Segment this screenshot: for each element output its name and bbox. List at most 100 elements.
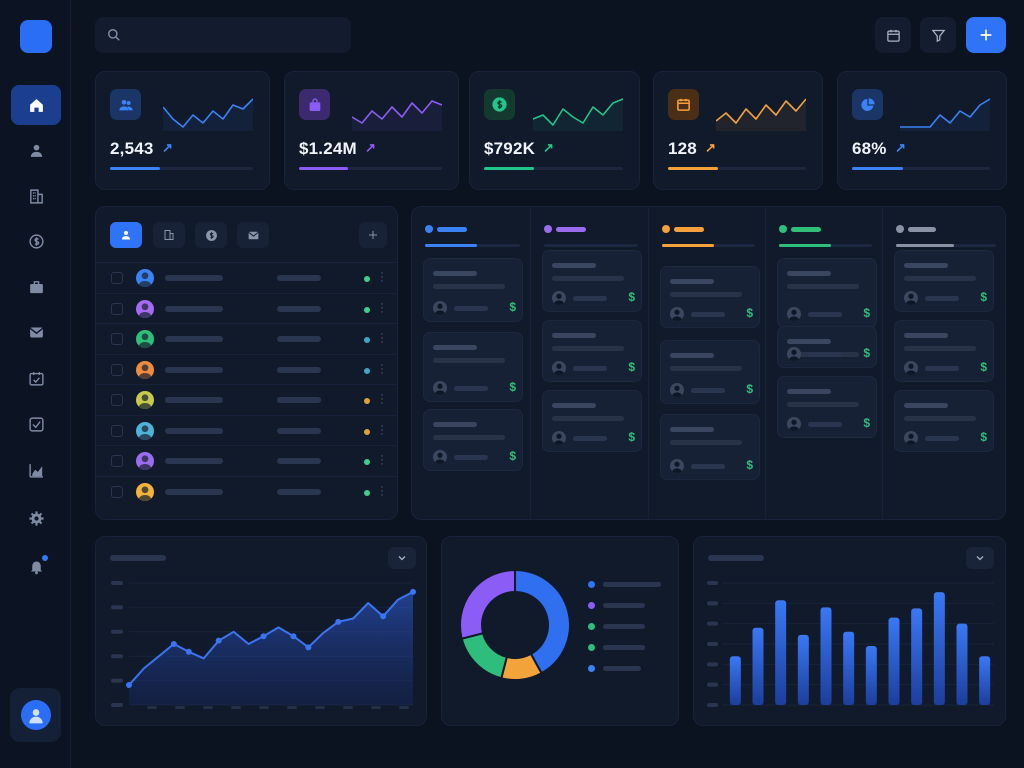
row-menu-icon[interactable]: · · ·: [380, 419, 384, 440]
add-button[interactable]: [966, 17, 1006, 53]
tab-users[interactable]: [110, 222, 142, 248]
tab-messages[interactable]: [237, 222, 269, 248]
table-row[interactable]: · · ·: [96, 262, 398, 292]
sidebar-item-tasks[interactable]: [11, 404, 61, 444]
kanban-card[interactable]: $: [423, 258, 523, 322]
add-row-button[interactable]: [359, 222, 387, 248]
plus-icon: [369, 231, 377, 239]
row-menu-icon[interactable]: · · ·: [380, 389, 384, 409]
row-checkbox[interactable]: [111, 272, 123, 284]
kanban-card[interactable]: $: [423, 332, 523, 402]
kanban-card[interactable]: $: [777, 258, 877, 328]
chart-range-dropdown[interactable]: [966, 547, 994, 569]
sidebar-item-analytics[interactable]: [11, 450, 61, 490]
table-row[interactable]: · · ·: [96, 445, 398, 475]
row-checkbox[interactable]: [111, 424, 123, 437]
tab-companies[interactable]: [153, 222, 185, 248]
filter-button[interactable]: [920, 17, 956, 53]
sidebar-item-projects[interactable]: [11, 267, 61, 307]
status-dot: [364, 428, 370, 435]
kanban-card[interactable]: $: [894, 320, 994, 382]
sidebar-item-building[interactable]: [11, 176, 61, 216]
column-progress-fill: [896, 244, 954, 247]
x-tick-label: [175, 706, 185, 709]
tab-deals[interactable]: [195, 222, 227, 248]
trend-up-icon: ↗: [543, 140, 554, 155]
kanban-card[interactable]: $: [423, 409, 523, 471]
sidebar-item-mail[interactable]: [11, 312, 61, 352]
search-input[interactable]: [129, 27, 329, 43]
kanban-card[interactable]: $: [660, 340, 760, 404]
sidebar-item-user[interactable]: [11, 130, 61, 170]
calendar-button[interactable]: [875, 17, 911, 53]
row-checkbox[interactable]: [111, 302, 123, 315]
y-tick-label: [707, 642, 718, 646]
table-row[interactable]: · · ·: [96, 414, 398, 445]
kanban-card[interactable]: $: [542, 390, 642, 452]
kanban-card[interactable]: $: [777, 376, 877, 438]
data-point: [185, 648, 192, 655]
x-tick-label: [315, 706, 325, 709]
kpi-progress-track: [110, 167, 253, 170]
donut-slice: [459, 568, 516, 640]
kanban-card[interactable]: $: [660, 414, 760, 480]
row-menu-icon[interactable]: · · ·: [380, 297, 384, 318]
table-row[interactable]: · · ·: [96, 384, 398, 414]
avatar: [136, 330, 154, 348]
legend-item: [588, 623, 645, 630]
table-row[interactable]: · · ·: [96, 323, 398, 353]
sparkline-area: [533, 99, 623, 131]
legend-swatch: [588, 623, 595, 630]
legend-label-placeholder: [603, 603, 645, 608]
y-tick-label: [111, 629, 123, 634]
profile-button[interactable]: [10, 688, 61, 742]
x-tick-label: [287, 706, 297, 709]
bar-chart: [707, 581, 994, 707]
legend-swatch: [588, 602, 595, 609]
home-icon: [29, 98, 43, 112]
donut-slice: [460, 631, 509, 680]
area-fill: [129, 591, 413, 705]
kanban-card[interactable]: $: [894, 390, 994, 452]
sidebar-item-home[interactable]: [11, 85, 61, 125]
dollar-icon: $: [746, 306, 753, 320]
row-menu-icon[interactable]: · · ·: [380, 328, 384, 348]
kanban-card[interactable]: $: [542, 320, 642, 382]
assignee-placeholder: [573, 366, 607, 371]
row-menu-icon[interactable]: · · ·: [380, 450, 384, 470]
chart-range-dropdown[interactable]: [388, 547, 416, 569]
row-checkbox[interactable]: [111, 455, 123, 467]
sparkline-line: [716, 98, 806, 124]
mail-icon: [247, 231, 259, 239]
kanban-card[interactable]: $: [660, 266, 760, 328]
trend-up-icon: ↗: [895, 140, 906, 155]
search-bar[interactable]: [95, 17, 351, 53]
kanban-card[interactable]: $: [894, 250, 994, 312]
bar: [797, 634, 809, 705]
sidebar-item-notifications[interactable]: [11, 546, 61, 586]
assignee-avatar: [904, 431, 918, 445]
card-title-placeholder: [670, 279, 714, 284]
bar: [865, 646, 877, 705]
dollar-icon: $: [980, 360, 987, 374]
kpi-value: 128: [668, 139, 697, 158]
sidebar-item-settings[interactable]: [11, 498, 61, 538]
row-menu-icon[interactable]: · · ·: [380, 480, 384, 501]
sidebar-item-finance[interactable]: [11, 221, 61, 261]
row-menu-icon[interactable]: · · ·: [380, 358, 384, 379]
kanban-card[interactable]: $: [542, 250, 642, 312]
card-title-placeholder: [904, 333, 948, 338]
app-logo[interactable]: [20, 20, 52, 53]
row-checkbox[interactable]: [111, 363, 123, 376]
row-checkbox[interactable]: [111, 333, 123, 345]
row-checkbox[interactable]: [111, 485, 123, 498]
table-row[interactable]: · · ·: [96, 292, 398, 323]
avatar: [136, 482, 154, 501]
table-row[interactable]: · · ·: [96, 353, 398, 384]
table-row[interactable]: · · ·: [96, 475, 398, 506]
row-menu-icon[interactable]: · · ·: [380, 267, 384, 287]
user-icon: [122, 231, 130, 240]
row-checkbox[interactable]: [111, 394, 123, 406]
kanban-card[interactable]: $: [777, 326, 877, 368]
sidebar-item-calendar[interactable]: [11, 358, 61, 398]
